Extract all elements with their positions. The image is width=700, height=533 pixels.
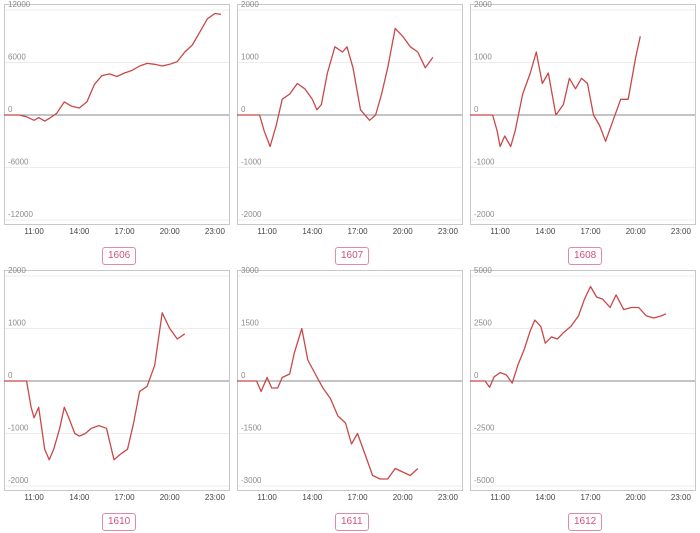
y-tick-label-1606-4: -12000 bbox=[8, 210, 33, 219]
y-tick-label-1612-2: 0 bbox=[474, 371, 479, 380]
x-tick-label-1608-3: 20:00 bbox=[626, 227, 647, 236]
y-tick-label-1608-0: 2000 bbox=[474, 0, 492, 9]
y-tick-label-1606-3: -6000 bbox=[8, 158, 29, 167]
y-tick-label-1608-1: 1000 bbox=[474, 53, 492, 62]
chart-panel-1608: 2000 1000 0 -1000 -2000 11:00 14:00 17:00 20:00 2… bbox=[470, 0, 696, 265]
y-tick-label-1611-4: -3000 bbox=[241, 476, 262, 485]
series-line-1612 bbox=[470, 285, 667, 388]
series-line-1611 bbox=[237, 327, 419, 480]
x-tick-label-1606-0: 11:00 bbox=[24, 227, 44, 236]
y-tick-label-1610-0: 2000 bbox=[8, 266, 26, 275]
y-tick-label-1610-1: 1000 bbox=[8, 319, 26, 328]
chart-1608: 2000 1000 0 -1000 -2000 11:00 14:00 17:00 20:00 2… bbox=[470, 0, 696, 236]
y-tick-label-1606-0: 12000 bbox=[8, 0, 31, 9]
chart-1607: 2000 1000 0 -1000 -2000 11:00 14:00 17:00 20:00 2… bbox=[237, 0, 463, 236]
chart-panel-1612: 5000 2500 0 -2500 -5000 11:00 14:00 17:00 20:00 2… bbox=[470, 266, 696, 531]
y-tick-label-1608-3: -1000 bbox=[474, 158, 495, 167]
y-tick-label-1612-4: -5000 bbox=[474, 476, 495, 485]
chart-panel-1607: 2000 1000 0 -1000 -2000 11:00 14:00 17:00 20:00 2… bbox=[237, 0, 463, 265]
x-tick-label-1606-1: 14:00 bbox=[69, 227, 90, 236]
chart-panel-1606: 12000 6000 0 -6000 -12000 11:00 14:00 17:00 20:0… bbox=[4, 0, 230, 265]
x-tick-label-1607-2: 17:00 bbox=[348, 227, 369, 236]
y-tick-label-1611-2: 0 bbox=[241, 371, 246, 380]
series-line-1607 bbox=[237, 27, 434, 148]
x-tick-label-1611-4: 23:00 bbox=[438, 493, 459, 502]
y-tick-label-1607-0: 2000 bbox=[241, 0, 259, 9]
chart-panel-1610: 2000 1000 0 -1000 -2000 11:00 14:00 17:00 20:00 2… bbox=[4, 266, 230, 531]
y-tick-label-1607-1: 1000 bbox=[241, 53, 259, 62]
x-tick-label-1611-0: 11:00 bbox=[257, 493, 277, 502]
y-tick-label-1611-3: -1500 bbox=[241, 424, 262, 433]
x-tick-label-1608-1: 14:00 bbox=[535, 227, 556, 236]
chart-label-1608: 1608 bbox=[568, 247, 603, 265]
chart-label-1610: 1610 bbox=[102, 513, 137, 531]
y-tick-label-1612-1: 2500 bbox=[474, 319, 492, 328]
y-tick-label-1611-0: 3000 bbox=[241, 266, 259, 275]
x-tick-label-1607-4: 23:00 bbox=[438, 227, 459, 236]
chart-panel-1611: 3000 1500 0 -1500 -3000 11:00 14:00 17:00 20:00 2… bbox=[237, 266, 463, 531]
x-tick-label-1608-0: 11:00 bbox=[490, 227, 510, 236]
chart-label-1611: 1611 bbox=[335, 513, 369, 531]
series-line-1610 bbox=[4, 312, 186, 461]
x-tick-label-1612-3: 20:00 bbox=[626, 493, 647, 502]
x-tick-label-1611-3: 20:00 bbox=[393, 493, 414, 502]
x-tick-label-1610-4: 23:00 bbox=[205, 493, 226, 502]
x-tick-label-1612-1: 14:00 bbox=[535, 493, 556, 502]
series-line-1606 bbox=[4, 12, 222, 122]
x-tick-label-1610-1: 14:00 bbox=[69, 493, 90, 502]
chart-1606: 12000 6000 0 -6000 -12000 11:00 14:00 17:00 20:0… bbox=[4, 0, 230, 236]
y-tick-label-1606-2: 0 bbox=[8, 105, 13, 114]
x-tick-label-1612-0: 11:00 bbox=[490, 493, 510, 502]
y-tick-label-1607-2: 0 bbox=[241, 105, 246, 114]
y-tick-label-1610-3: -1000 bbox=[8, 424, 29, 433]
y-tick-label-1608-4: -2000 bbox=[474, 210, 495, 219]
x-tick-label-1612-4: 23:00 bbox=[671, 493, 692, 502]
chart-label-1606: 1606 bbox=[102, 247, 137, 265]
y-tick-label-1607-3: -1000 bbox=[241, 158, 262, 167]
x-tick-label-1610-0: 11:00 bbox=[24, 493, 44, 502]
chart-label-1607: 1607 bbox=[335, 247, 370, 265]
chart-1611: 3000 1500 0 -1500 -3000 11:00 14:00 17:00 20:00 2… bbox=[237, 266, 463, 502]
y-tick-label-1611-1: 1500 bbox=[241, 319, 259, 328]
chart-label-1612: 1612 bbox=[568, 513, 603, 531]
series-line-1608 bbox=[470, 36, 641, 148]
y-tick-label-1610-2: 0 bbox=[8, 371, 13, 380]
x-tick-label-1607-3: 20:00 bbox=[393, 227, 414, 236]
x-tick-label-1607-0: 11:00 bbox=[257, 227, 277, 236]
y-tick-label-1607-4: -2000 bbox=[241, 210, 262, 219]
x-tick-label-1611-2: 17:00 bbox=[348, 493, 369, 502]
chart-1612: 5000 2500 0 -2500 -5000 11:00 14:00 17:00 20:00 2… bbox=[470, 266, 696, 502]
x-tick-label-1612-2: 17:00 bbox=[581, 493, 602, 502]
y-tick-label-1612-3: -2500 bbox=[474, 424, 495, 433]
y-tick-label-1606-1: 6000 bbox=[8, 53, 26, 62]
y-tick-label-1610-4: -2000 bbox=[8, 476, 29, 485]
y-tick-label-1612-0: 5000 bbox=[474, 266, 492, 275]
y-tick-label-1608-2: 0 bbox=[474, 105, 479, 114]
chart-1610: 2000 1000 0 -1000 -2000 11:00 14:00 17:00 20:00 2… bbox=[4, 266, 230, 502]
x-tick-label-1610-2: 17:00 bbox=[115, 493, 136, 502]
x-tick-label-1606-2: 17:00 bbox=[115, 227, 136, 236]
x-tick-label-1608-4: 23:00 bbox=[671, 227, 692, 236]
x-tick-label-1610-3: 20:00 bbox=[160, 493, 181, 502]
x-tick-label-1611-1: 14:00 bbox=[302, 493, 323, 502]
x-tick-label-1607-1: 14:00 bbox=[302, 227, 323, 236]
x-tick-label-1608-2: 17:00 bbox=[581, 227, 602, 236]
x-tick-label-1606-3: 20:00 bbox=[160, 227, 181, 236]
x-tick-label-1606-4: 23:00 bbox=[205, 227, 226, 236]
